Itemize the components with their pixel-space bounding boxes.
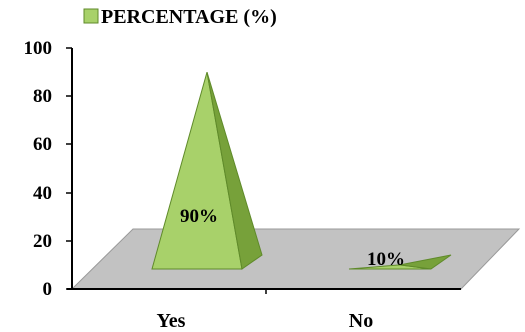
y-tick-label: 80 (33, 86, 52, 107)
x-category-label-no: No (349, 310, 373, 332)
legend: PERCENTAGE (%) (83, 6, 277, 28)
y-tick-label: 20 (33, 231, 52, 252)
y-tick-label: 100 (24, 38, 53, 59)
pyramid-yes (151, 71, 263, 270)
legend-swatch (83, 8, 99, 24)
y-ticks (66, 47, 72, 290)
legend-label: PERCENTAGE (%) (101, 6, 277, 28)
chart-floor (70, 228, 521, 290)
pyramid-no (348, 254, 452, 270)
x-category-label-yes: Yes (157, 310, 186, 332)
data-label-no: 10% (367, 249, 405, 270)
data-label-yes: 90% (180, 206, 218, 227)
y-tick-label: 0 (43, 279, 53, 300)
y-tick-label: 60 (33, 134, 52, 155)
y-tick-labels: 0 20 40 60 80 100 (24, 38, 53, 300)
pyramid-no-side-face (399, 254, 452, 270)
y-tick-label: 40 (33, 183, 52, 204)
pyramid-yes-side-face (206, 71, 263, 270)
